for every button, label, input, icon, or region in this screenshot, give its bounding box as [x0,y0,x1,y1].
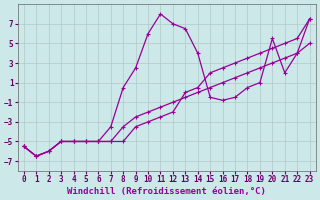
X-axis label: Windchill (Refroidissement éolien,°C): Windchill (Refroidissement éolien,°C) [67,187,266,196]
